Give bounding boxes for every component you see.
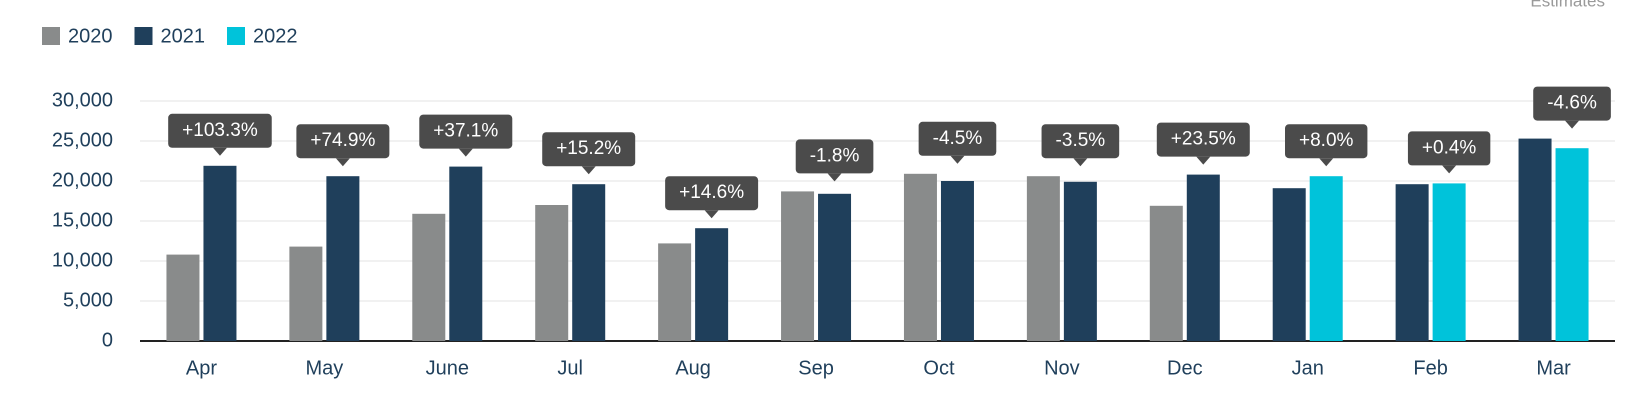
bar: [289, 246, 323, 341]
legend-swatch: [227, 27, 245, 45]
annotation-pointer: [335, 158, 350, 167]
annotation-pointer: [1442, 165, 1457, 174]
y-tick-label: 20,000: [52, 169, 113, 191]
x-tick-label: Dec: [1167, 357, 1203, 379]
legend-swatch: [134, 27, 153, 45]
bar: [412, 213, 446, 341]
annotation-label: +74.9%: [310, 130, 375, 151]
bar: [903, 173, 937, 341]
x-tick-label: Aug: [675, 357, 711, 379]
y-tick-label: 15,000: [52, 209, 113, 231]
bar: [1272, 188, 1306, 341]
bar: [1518, 138, 1552, 341]
annotation-label: +0.4%: [1422, 137, 1477, 158]
annotation-pointer: [581, 166, 596, 175]
annotation-pointer: [1073, 158, 1088, 167]
bar: [1149, 205, 1183, 341]
annotation-label: +8.0%: [1299, 130, 1354, 151]
annotation-label: +23.5%: [1171, 129, 1236, 150]
annotation-box: [1533, 86, 1611, 121]
annotation-box: [168, 113, 272, 148]
x-tick-label: Mar: [1536, 357, 1571, 379]
bar: [781, 191, 815, 341]
annotation-pointer: [1565, 120, 1580, 129]
annotation-box: [296, 124, 390, 159]
annotation-box: [795, 139, 874, 174]
bar: [658, 243, 692, 341]
x-tick-label: Feb: [1413, 357, 1447, 379]
annotation-box: [1156, 122, 1250, 157]
annotation-label: +37.1%: [433, 121, 498, 142]
legend-label: 2022: [253, 25, 298, 47]
x-tick-label: Nov: [1044, 357, 1080, 379]
annotation-box: [1407, 131, 1491, 166]
bar: [326, 176, 360, 341]
bar: [203, 165, 237, 341]
x-tick-label: May: [305, 357, 343, 379]
annotation-label: -3.5%: [1056, 130, 1106, 151]
y-tick-label: 5,000: [63, 289, 113, 311]
bar: [818, 193, 852, 341]
annotation-label: -4.6%: [1547, 93, 1597, 114]
annotation-label: +14.6%: [679, 182, 744, 203]
annotation-pointer: [1319, 158, 1334, 167]
bar: [1395, 184, 1429, 341]
bar: [572, 184, 606, 341]
legend-label: 2020: [68, 25, 113, 47]
annotation-box: [1285, 124, 1368, 159]
bar: [1432, 183, 1466, 341]
x-tick-label: Oct: [923, 357, 955, 379]
x-tick-label: Jan: [1292, 357, 1324, 379]
bar: [1555, 148, 1589, 341]
bar: [695, 228, 729, 341]
x-tick-label: June: [426, 357, 469, 379]
x-tick-label: Sep: [798, 357, 834, 379]
annotation-pointer: [458, 148, 473, 157]
bar: [1309, 176, 1343, 341]
annotation-pointer: [212, 147, 227, 156]
legend-swatch: [42, 27, 60, 45]
annotation-pointer: [950, 155, 965, 164]
annotation-box: [419, 114, 513, 149]
annotation-pointer: [827, 173, 842, 182]
note: Estimates: [1530, 0, 1605, 10]
annotation-pointer: [704, 210, 719, 219]
bar: [1063, 181, 1097, 341]
y-tick-label: 10,000: [52, 249, 113, 271]
bar: [166, 254, 200, 341]
annotation-label: +15.2%: [556, 138, 621, 159]
y-tick-label: 25,000: [52, 129, 113, 151]
annotation-pointer: [1196, 156, 1211, 165]
x-tick-label: Jul: [557, 357, 583, 379]
annotation-label: -1.8%: [810, 145, 860, 166]
bar: [940, 181, 974, 341]
y-tick-label: 0: [102, 329, 113, 351]
bar: [1186, 174, 1220, 341]
annotation-box: [1041, 124, 1120, 159]
annotation-label: +103.3%: [182, 120, 258, 141]
x-tick-label: Apr: [186, 357, 217, 379]
y-tick-label: 30,000: [52, 89, 113, 111]
annotation-label: -4.5%: [933, 128, 983, 149]
bar: [449, 166, 483, 341]
bar: [1026, 176, 1060, 341]
annotation-box: [542, 132, 636, 167]
annotation-box: [918, 121, 997, 156]
bar: [535, 205, 569, 341]
annotation-box: [665, 176, 759, 211]
legend-label: 2021: [161, 25, 206, 47]
